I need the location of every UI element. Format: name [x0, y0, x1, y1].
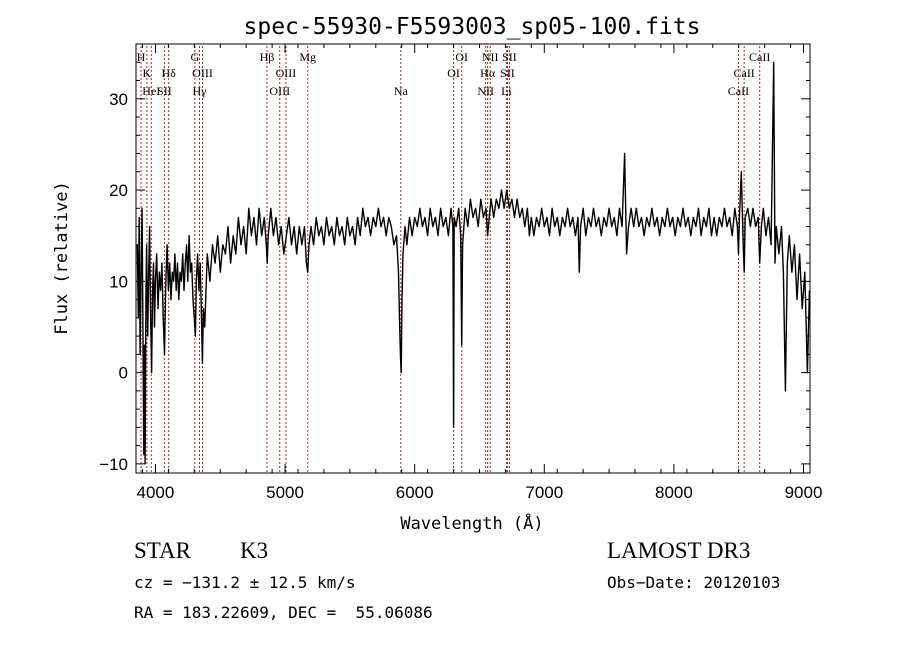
spectral-line-label: Hα	[480, 66, 496, 80]
axis-tick-labels: 4000 5000 6000 7000 8000 9000 −10 0 10 20 30	[99, 90, 822, 502]
spectral-line-label: NII	[482, 50, 499, 64]
spectral-line-label: OIII	[192, 66, 213, 80]
plot-area: HKHeISIIHδGHγOIIIHβOIIIOIIIMgNaOIOINIIHα…	[99, 43, 822, 502]
y-tick-label: 0	[119, 364, 128, 383]
spectral-line-label: SII	[157, 84, 172, 98]
spectral-line-label: HeI	[142, 84, 160, 98]
y-axis-label: Flux (relative)	[52, 181, 72, 335]
x-tick-label: 4000	[137, 483, 175, 502]
spectral-line-label: Mg	[299, 50, 316, 64]
spectral-line-label: SII	[502, 50, 517, 64]
series-layer	[136, 61, 811, 465]
spectral-line-label: NII	[477, 84, 494, 98]
x-tick-label: 8000	[655, 483, 693, 502]
spectral-line-label: H	[137, 50, 146, 64]
y-tick-label: 10	[109, 272, 128, 291]
spectral-line-label: OI	[447, 66, 460, 80]
spectral-line-label: OI	[455, 50, 468, 64]
x-axis-label: Wavelength (Å)	[400, 512, 543, 534]
coordinates: RA = 183.22609, DEC = 55.06086	[134, 603, 433, 622]
spectral-line-label: CaII	[749, 50, 770, 64]
x-tick-label: 5000	[266, 483, 304, 502]
spectral-line-label: Hγ	[193, 84, 208, 98]
redshift-velocity: cz = −131.2 ± 12.5 km/s	[134, 573, 356, 592]
chart-title: spec-55930-F5593003_sp05-100.fits	[244, 14, 701, 40]
object-class: STAR	[134, 538, 191, 563]
object-subclass: K3	[240, 538, 269, 563]
spectral-line-label: Hβ	[260, 50, 275, 64]
y-tick-label: 30	[109, 90, 128, 109]
spectral-line-label: SII	[500, 66, 515, 80]
spectral-line-label: Na	[394, 84, 409, 98]
observation-date: Obs−Date: 20120103	[607, 573, 781, 592]
spectral-line-label: CaII	[733, 66, 754, 80]
spectrum-line	[136, 61, 811, 465]
survey-name: LAMOST DR3	[607, 538, 751, 563]
spectral-line-label: G	[191, 50, 200, 64]
spectral-line-label: Hδ	[161, 66, 176, 80]
y-tick-label: 20	[109, 181, 128, 200]
spectral-line-label: Li	[501, 84, 512, 98]
spectral-line-label: OIII	[269, 84, 290, 98]
y-tick-label: −10	[99, 455, 128, 474]
spectral-line-label: K	[143, 66, 152, 80]
plot-frame	[135, 43, 811, 474]
spectral-line-labels: HKHeISIIHδGHγOIIIHβOIIIOIIIMgNaOIOINIIHα…	[137, 50, 771, 98]
spectral-line-label: CaII	[728, 84, 749, 98]
axis-ticks	[136, 44, 810, 473]
spectral-line-label: OIII	[276, 66, 297, 80]
x-tick-label: 6000	[396, 483, 434, 502]
x-tick-label: 7000	[525, 483, 563, 502]
spectral-line-markers	[140, 46, 761, 472]
x-tick-label: 9000	[785, 483, 823, 502]
